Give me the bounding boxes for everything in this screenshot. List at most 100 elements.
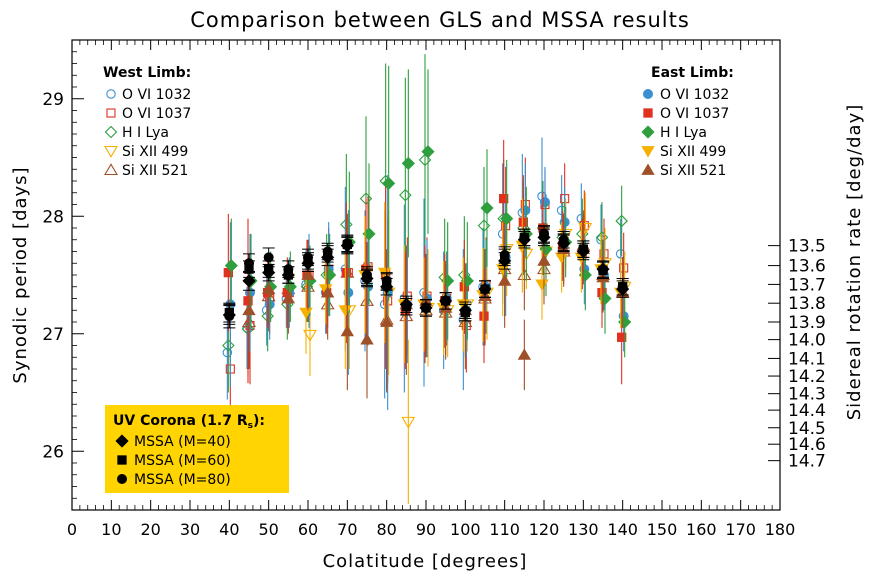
data-point bbox=[360, 333, 374, 345]
x-tick-label: 0 bbox=[67, 520, 77, 539]
data-point bbox=[421, 145, 435, 159]
series-mssa-m-80- bbox=[223, 225, 629, 329]
legend-uv-title: UV Corona (1.7 Rs): bbox=[113, 413, 265, 431]
y2-tick-label: 14.2 bbox=[788, 367, 826, 387]
data-point bbox=[242, 303, 256, 316]
data-point bbox=[420, 302, 431, 313]
legend-label: MSSA (M=40) bbox=[134, 434, 231, 450]
x-tick-label: 140 bbox=[607, 520, 638, 539]
data-point bbox=[302, 252, 313, 263]
x-axis-label: Colatitude [degrees] bbox=[323, 551, 528, 572]
legend-marker bbox=[106, 89, 116, 99]
data-point bbox=[598, 265, 609, 276]
data-point bbox=[480, 201, 494, 215]
data-point bbox=[497, 274, 512, 286]
y2-tick-label: 14.3 bbox=[788, 385, 826, 405]
x-tick-label: 170 bbox=[725, 520, 756, 539]
data-point bbox=[479, 311, 489, 321]
data-point bbox=[342, 238, 353, 249]
legend-marker bbox=[643, 89, 654, 100]
data-point bbox=[377, 267, 392, 280]
y2-tick-label: 13.6 bbox=[788, 257, 826, 277]
x-tick-label: 150 bbox=[647, 520, 678, 539]
data-point bbox=[222, 347, 233, 358]
legend-marker bbox=[641, 146, 655, 158]
data-point bbox=[615, 214, 628, 228]
y2-tick-label: 13.9 bbox=[788, 313, 826, 333]
y2-tick-label: 13.8 bbox=[788, 294, 826, 314]
y2-tick-label: 14.5 bbox=[788, 419, 826, 439]
y2-tick-label: 14.7 bbox=[788, 452, 826, 472]
data-point bbox=[535, 279, 549, 291]
legend-marker bbox=[117, 455, 127, 465]
data-point bbox=[558, 234, 569, 245]
data-point bbox=[379, 315, 394, 327]
y-tick-label: 27 bbox=[42, 325, 64, 345]
x-tick-label: 110 bbox=[489, 520, 520, 539]
data-point bbox=[283, 264, 294, 275]
data-point bbox=[243, 258, 254, 269]
data-point bbox=[479, 284, 490, 295]
x-tick-label: 160 bbox=[686, 520, 717, 539]
data-point bbox=[595, 231, 609, 244]
series-west-si-xii-521 bbox=[242, 210, 630, 391]
x-tick-label: 100 bbox=[450, 520, 481, 539]
y-tick-label: 28 bbox=[42, 207, 64, 227]
data-point bbox=[539, 228, 550, 239]
legends: West Limb: O VI 1032 O VI 1037 H I Lya Si XI… bbox=[103, 65, 734, 493]
y-tick-label: 29 bbox=[42, 90, 64, 110]
data-point bbox=[242, 274, 256, 288]
legend-uv-box bbox=[105, 405, 289, 493]
y2-tick-label: 14.1 bbox=[788, 349, 826, 369]
data-point bbox=[361, 269, 372, 280]
data-point bbox=[224, 259, 238, 273]
x-tick-label: 80 bbox=[376, 520, 396, 539]
data-point bbox=[518, 217, 528, 227]
x-tick-label: 60 bbox=[298, 520, 318, 539]
legend-marker bbox=[115, 434, 129, 448]
legend-marker bbox=[104, 145, 118, 158]
legend-marker bbox=[117, 473, 128, 484]
data-point bbox=[401, 301, 412, 312]
data-point bbox=[460, 307, 471, 318]
data-point bbox=[500, 212, 514, 226]
legend-marker bbox=[641, 125, 655, 139]
x-tick-label: 180 bbox=[765, 520, 796, 539]
data-point bbox=[617, 332, 627, 342]
axis-ticks: 0 10 20 30 40 50 60 70 80 90 100 110 120 130 140 150 160… bbox=[42, 40, 826, 539]
data-point bbox=[340, 324, 355, 337]
data-point bbox=[301, 268, 315, 280]
legend-marker bbox=[104, 125, 118, 139]
data-point bbox=[320, 286, 335, 298]
legend-east-title: East Limb: bbox=[651, 65, 734, 81]
data-point bbox=[341, 267, 351, 278]
legend-marker bbox=[106, 108, 116, 118]
legend-label: Si XII 499 bbox=[122, 144, 188, 160]
legend-label: O VI 1037 bbox=[122, 106, 191, 122]
data-point bbox=[381, 275, 392, 286]
data-point bbox=[539, 242, 553, 256]
y-tick-label: 26 bbox=[42, 442, 64, 462]
legend-label: H I Lya bbox=[122, 125, 169, 141]
data-point bbox=[322, 246, 333, 257]
data-point bbox=[517, 348, 532, 360]
data-point bbox=[382, 176, 396, 190]
plot-marks bbox=[222, 54, 632, 505]
data-point bbox=[401, 156, 415, 170]
legend-label: H I Lya bbox=[660, 125, 707, 141]
x-tick-label: 70 bbox=[337, 520, 357, 539]
y-axis-label: Synodic period [days] bbox=[10, 166, 31, 383]
data-point bbox=[499, 250, 510, 261]
x-tick-label: 90 bbox=[416, 520, 436, 539]
x-tick-label: 130 bbox=[568, 520, 599, 539]
data-point bbox=[540, 197, 551, 208]
data-point bbox=[477, 219, 491, 232]
data-point bbox=[261, 282, 276, 295]
data-point bbox=[617, 281, 628, 292]
legend-marker bbox=[641, 163, 655, 175]
x-tick-label: 40 bbox=[219, 520, 239, 539]
y2-axis-label: Sidereal rotation rate [deg/day] bbox=[844, 104, 865, 421]
data-point bbox=[283, 280, 297, 294]
x-tick-label: 20 bbox=[140, 520, 160, 539]
data-point bbox=[244, 287, 255, 298]
